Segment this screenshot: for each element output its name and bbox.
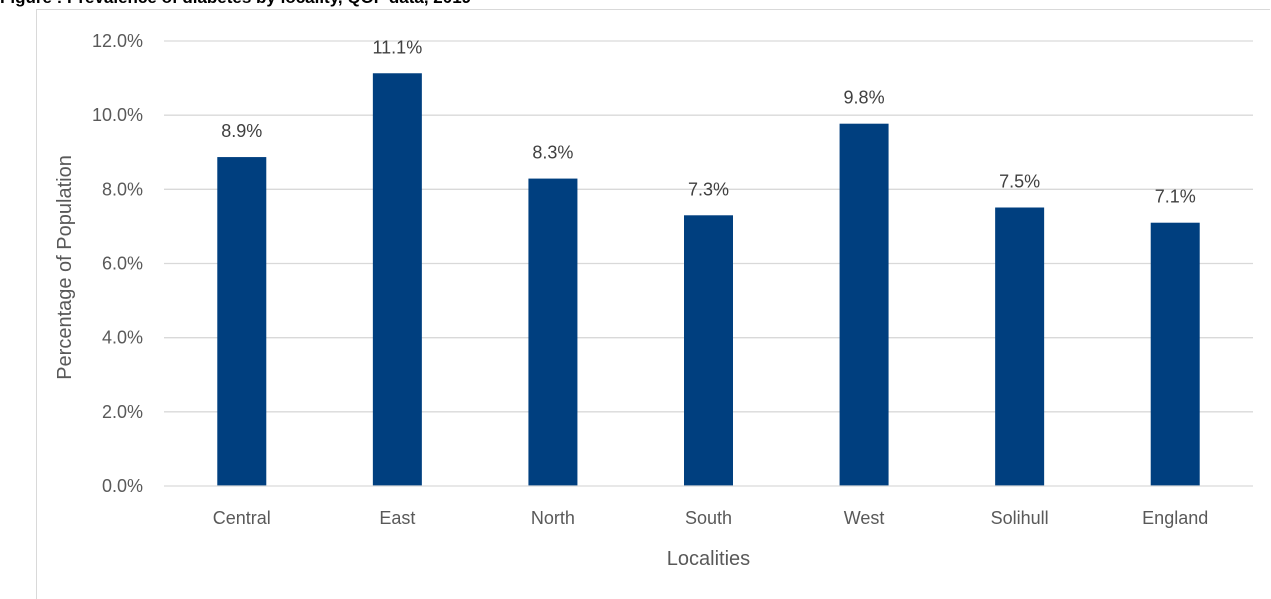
bars: [217, 73, 1200, 487]
y-tick-label: 2.0%: [102, 402, 143, 422]
x-category-label: West: [844, 508, 885, 528]
y-tick-label: 6.0%: [102, 254, 143, 274]
y-axis-title: Percentage of Population: [54, 155, 76, 380]
bar: [995, 207, 1045, 487]
data-label: 9.8%: [844, 88, 885, 108]
x-category-label: Solihull: [991, 508, 1049, 528]
bar: [528, 178, 578, 486]
bar: [217, 157, 267, 486]
data-label: 8.3%: [532, 143, 573, 163]
y-tick-label: 4.0%: [102, 328, 143, 348]
figure-caption-text: Figure : Prevalence of diabetes by local…: [0, 0, 471, 8]
x-category-label: North: [531, 508, 575, 528]
x-axis-categories: Central East North South West Solihull England: [213, 508, 1208, 528]
data-label: 7.1%: [1155, 187, 1196, 207]
x-axis-title: Localities: [667, 548, 750, 570]
x-category-label: East: [379, 508, 415, 528]
y-tick-label: 12.0%: [92, 31, 143, 51]
bar: [1150, 222, 1200, 487]
y-tick-label: 0.0%: [102, 476, 143, 496]
x-category-label: England: [1142, 508, 1208, 528]
data-label: 11.1%: [373, 37, 423, 57]
chart-area: [36, 9, 1270, 599]
data-label: 7.5%: [999, 172, 1040, 192]
bar: [839, 123, 889, 486]
x-category-label: Central: [213, 508, 271, 528]
bar: [372, 73, 422, 486]
y-axis-ticks: 0.0% 2.0% 4.0% 6.0% 8.0% 10.0% 12.0%: [92, 31, 143, 496]
data-labels: 8.9% 11.1% 8.3% 7.3% 9.8% 7.5% 7.1%: [221, 37, 1195, 206]
x-category-label: South: [685, 508, 732, 528]
figure-caption: Figure : Prevalence of diabetes by local…: [0, 0, 1271, 9]
y-tick-label: 10.0%: [92, 105, 143, 125]
data-label: 7.3%: [688, 179, 729, 199]
data-label: 8.9%: [221, 121, 262, 141]
bar: [684, 215, 733, 486]
y-tick-label: 8.0%: [102, 179, 143, 199]
